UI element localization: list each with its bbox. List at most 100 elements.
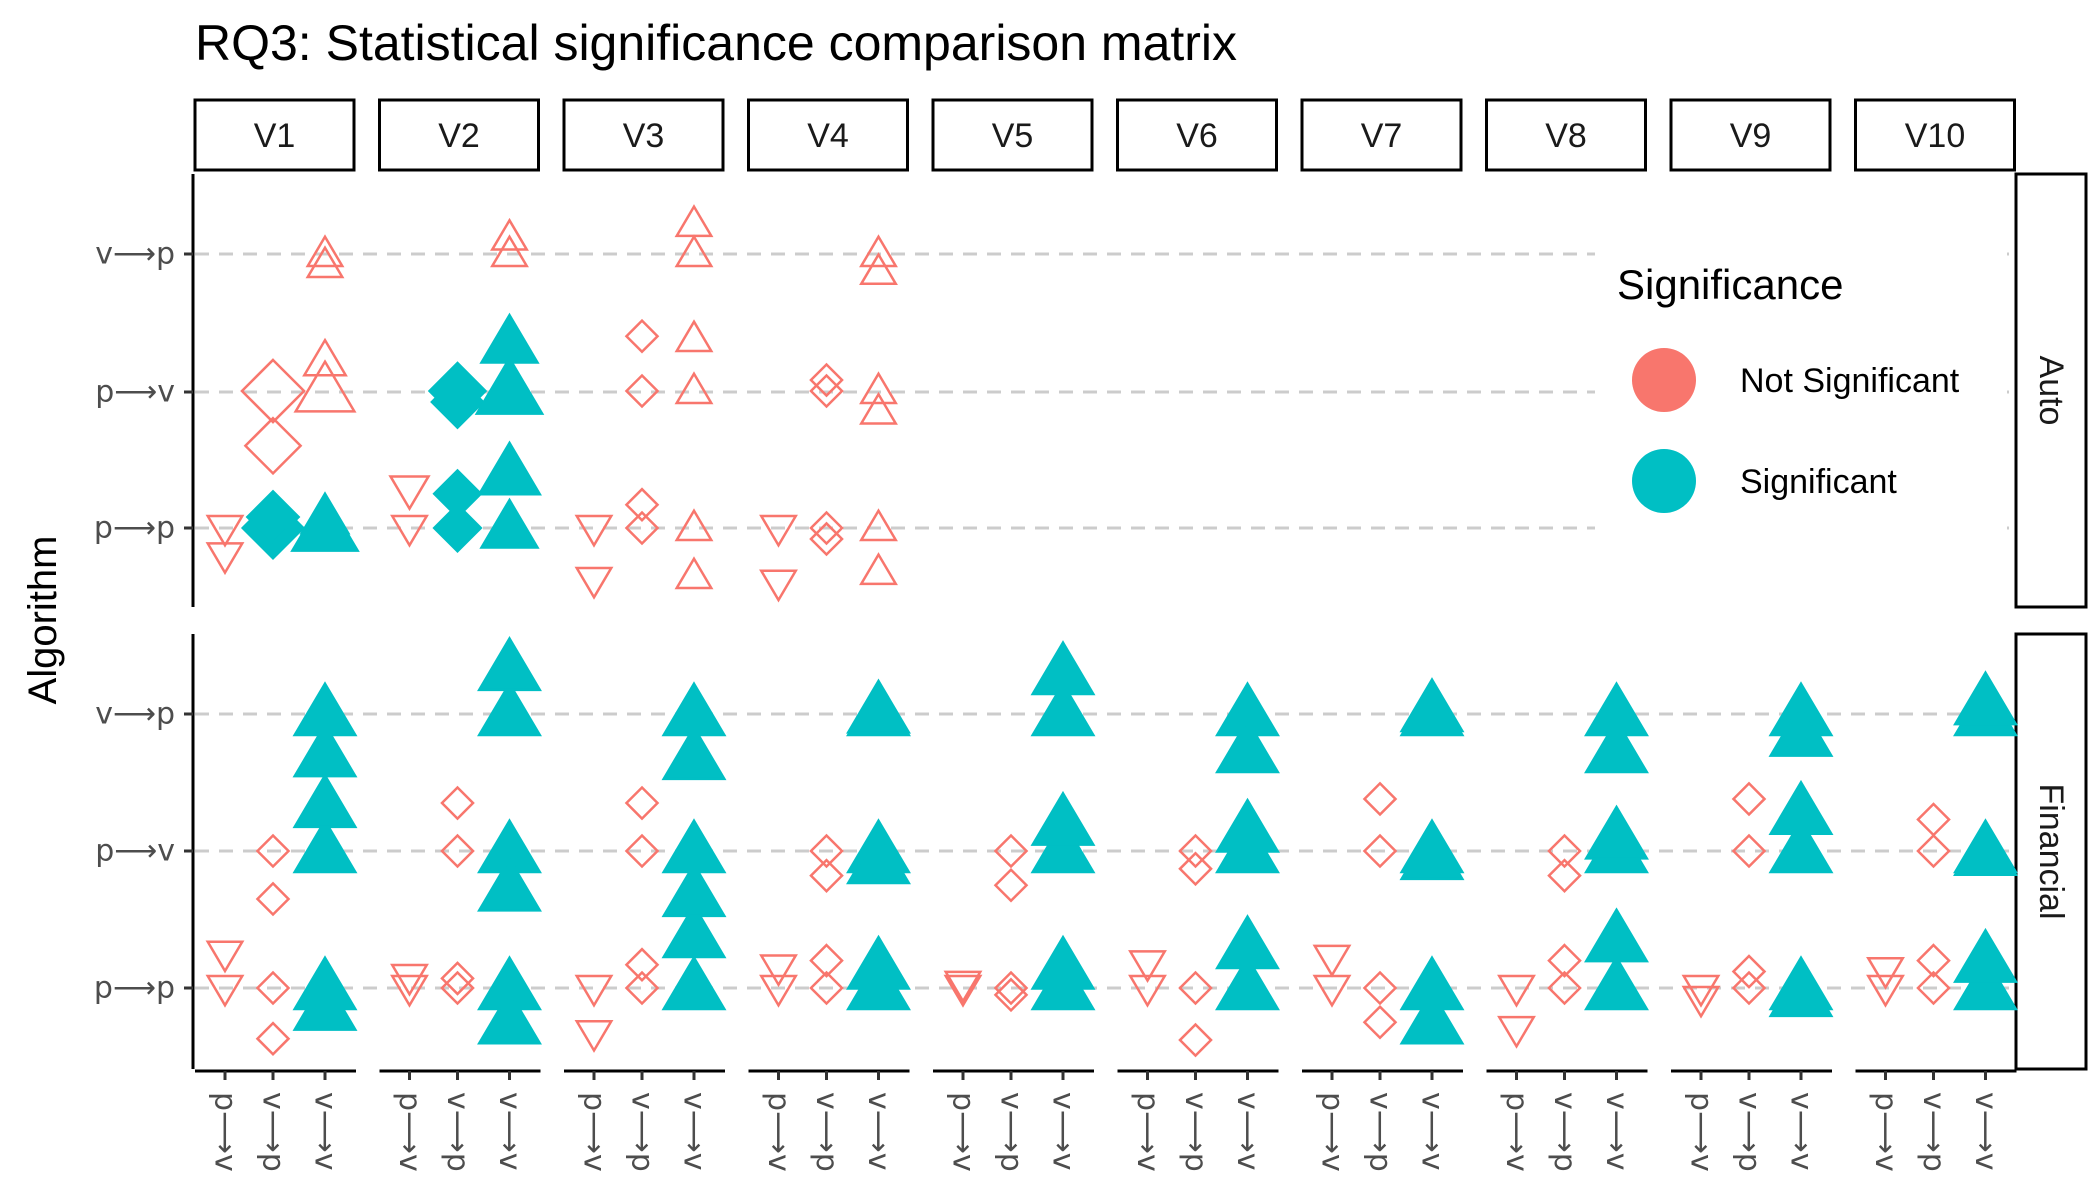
data-point-triangle-up [846, 678, 911, 734]
x-tick-label: v⟶p [625, 1092, 660, 1172]
legend-key-significant [1632, 449, 1696, 513]
data-point-diamond [1547, 858, 1582, 893]
strip-box [378, 98, 540, 172]
data-point-triangle-down [390, 514, 429, 548]
row-strip-label: Financial [2032, 783, 2070, 919]
data-point-triangle-up [859, 391, 898, 425]
data-point-triangle-down [574, 1019, 614, 1053]
x-tick-label: p⟶v [1868, 1092, 1903, 1172]
data-point-diamond [624, 510, 660, 546]
data-point-triangle-up [292, 773, 358, 829]
x-tick-label: v⟶v [1599, 1092, 1634, 1171]
data-point-triangle-up [1215, 797, 1280, 853]
data-point-triangle-up [1399, 677, 1465, 733]
data-point-diamond [993, 867, 1029, 903]
data-point-triangle-up [1030, 790, 1096, 846]
x-tick-label: p⟶v [208, 1092, 243, 1172]
legend-key-not-significant [1632, 348, 1696, 412]
data-point-triangle-down [1312, 944, 1352, 978]
y-tick-label: p⟶v [95, 834, 175, 869]
data-point-triangle-up [490, 217, 529, 251]
data-point-diamond [1916, 943, 1951, 978]
x-tick-label: p⟶v [1315, 1092, 1350, 1172]
data-point-diamond [1362, 1004, 1398, 1040]
data-point-triangle-up [479, 497, 540, 549]
data-point-diamond [809, 833, 844, 869]
col-strip-label: V2 [438, 117, 480, 155]
col-strip-label: V9 [1730, 117, 1772, 155]
data-point-diamond [1362, 781, 1398, 817]
data-point-triangle-up [661, 862, 727, 918]
data-point-diamond [1731, 833, 1767, 869]
data-point-triangle-down [759, 514, 798, 548]
data-point-triangle-up [302, 337, 348, 377]
data-point-diamond [1178, 851, 1213, 887]
data-point-triangle-down [1128, 950, 1167, 984]
strip-box [1485, 98, 1647, 172]
data-point-diamond [624, 785, 660, 821]
data-point-diamond [624, 487, 660, 523]
data-point-triangle-up [674, 234, 714, 268]
x-tick-label: v⟶v [308, 1092, 343, 1171]
x-tick-label: v⟶p [1732, 1092, 1767, 1172]
data-point-triangle-up [477, 989, 542, 1045]
x-tick-label: v⟶p [1178, 1092, 1213, 1172]
data-point-triangle-up [1953, 955, 2018, 1011]
x-tick-label: v⟶p [1547, 1092, 1582, 1172]
data-point-triangle-up [1030, 934, 1096, 990]
data-point-diamond [432, 468, 483, 519]
data-point-triangle-up [1215, 955, 1280, 1011]
data-point-diamond [809, 521, 844, 557]
data-point-diamond [993, 970, 1029, 1006]
data-point-triangle-down [205, 974, 245, 1008]
x-axes: p⟶v v⟶p v⟶v p⟶v v⟶p v⟶v p⟶v v⟶p v⟶v p⟶v v⟶p v⟶v p⟶v v… [195, 1069, 2017, 1172]
data-point-diamond [1178, 1022, 1213, 1058]
data-point-diamond [1547, 833, 1582, 869]
data-point-triangle-up [859, 508, 898, 542]
data-point-diamond [624, 833, 660, 869]
data-point-diamond [624, 970, 660, 1006]
data-point-triangle-up [1399, 989, 1465, 1045]
data-point-triangle-down [574, 566, 614, 600]
data-point-triangle-up [293, 359, 357, 413]
y-tick-label: p⟶p [94, 971, 175, 1006]
data-point-triangle-up [1768, 962, 1834, 1018]
data-point-triangle-down [390, 963, 429, 997]
data-point-diamond [240, 358, 306, 424]
data-point-triangle-up [661, 903, 727, 959]
data-point-diamond [243, 416, 303, 476]
col-strip-label: V8 [1545, 117, 1587, 155]
data-point-triangle-up [859, 371, 898, 405]
data-point-diamond [245, 489, 301, 545]
x-tick-label: p⟶v [392, 1092, 427, 1172]
x-tick-label: v⟶p [1916, 1092, 1951, 1172]
x-tick-label: v⟶v [677, 1092, 712, 1171]
x-tick-label: v⟶v [492, 1092, 527, 1171]
data-point-diamond [1362, 970, 1398, 1006]
data-point-triangle-up [305, 245, 345, 279]
y-axes: p⟶p p⟶v v⟶p p⟶p p⟶v v⟶p [94, 174, 195, 1069]
data-point-diamond [255, 833, 291, 869]
data-point-triangle-up [292, 722, 358, 778]
data-point-triangle-up [305, 234, 345, 268]
x-tick-label: v⟶p [809, 1092, 844, 1172]
data-point-triangle-up [661, 725, 727, 781]
data-point-triangle-up [299, 491, 351, 535]
data-point-triangle-up [292, 818, 358, 874]
data-point-diamond [809, 943, 844, 978]
data-point-diamond [255, 970, 291, 1006]
data-point-diamond [1731, 781, 1767, 817]
strip-box [1300, 98, 1463, 172]
row-strips: Auto Financial [2014, 172, 2088, 1071]
data-point-triangle-up [477, 636, 542, 692]
legend: Significance Not Significant Significant [1617, 261, 1960, 513]
data-point-diamond [624, 318, 660, 354]
data-point-diamond [440, 833, 475, 869]
data-point-triangle-down [943, 970, 983, 1004]
facet-panels [195, 204, 2018, 1058]
data-point-diamond [432, 502, 483, 554]
col-strip-label: V7 [1361, 117, 1403, 155]
data-point-triangle-down [759, 569, 798, 603]
data-point-triangle-up [292, 975, 358, 1031]
data-point-diamond [624, 373, 660, 409]
